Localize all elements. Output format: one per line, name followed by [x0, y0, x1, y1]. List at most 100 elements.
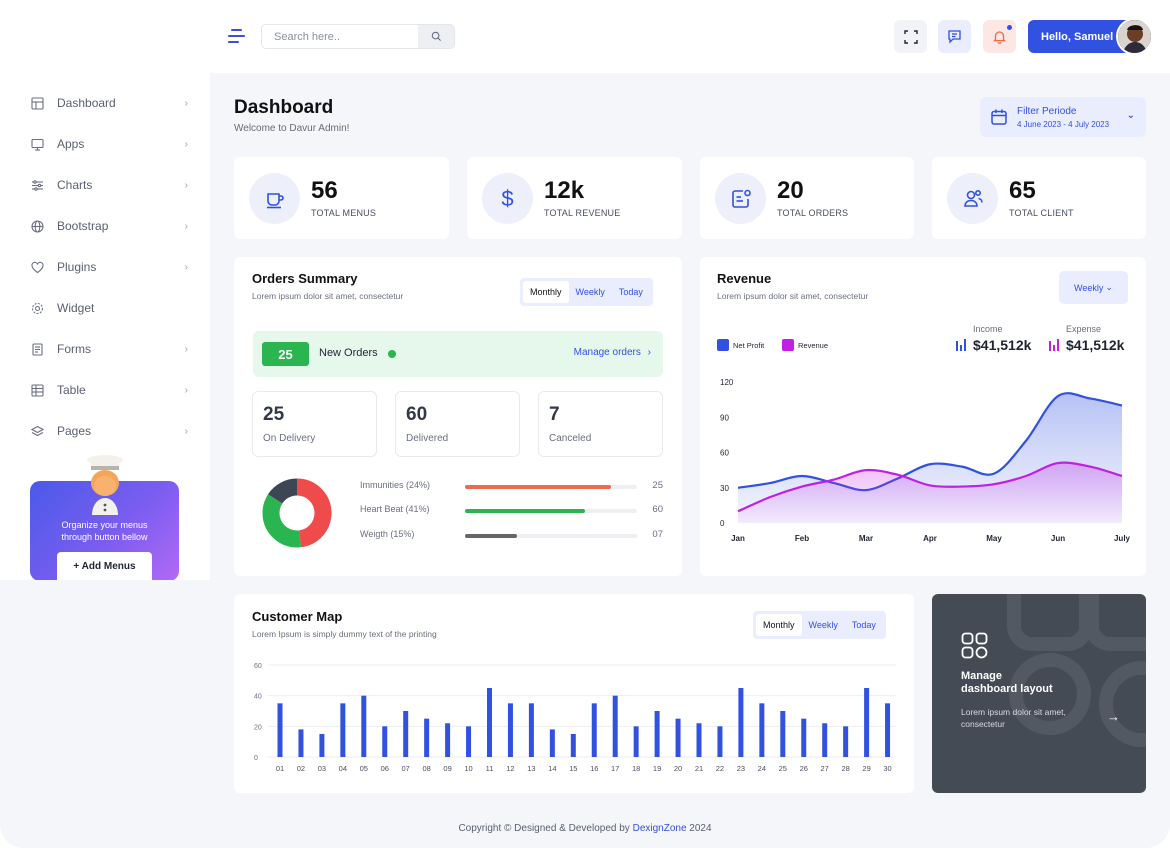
x-tick-label: 22: [716, 764, 724, 773]
search-input[interactable]: [262, 25, 419, 48]
title-line: Manage: [961, 670, 1002, 682]
revenue-area-chart: 0 30 60 90 120 Jan Feb Mar Apr May Jun July: [720, 378, 1131, 543]
y-tick-label: 0: [254, 755, 258, 762]
bar: [466, 726, 472, 757]
progress-value: 25: [652, 480, 663, 491]
bar: [654, 711, 660, 757]
messages-button[interactable]: [938, 20, 971, 53]
heart-icon: [30, 260, 44, 274]
customer-map-title: Customer Map: [252, 609, 343, 624]
x-tick-label: 21: [695, 764, 703, 773]
x-tick-label: 16: [590, 764, 598, 773]
tab-today[interactable]: Today: [851, 620, 876, 630]
tab-monthly[interactable]: Monthly: [756, 614, 802, 636]
bar: [717, 726, 723, 757]
fullscreen-button[interactable]: [894, 20, 927, 53]
sidebar-item-label: Bootstrap: [57, 219, 109, 233]
x-tick-label: 20: [674, 764, 682, 773]
x-tick-label: 28: [841, 764, 849, 773]
bar: [612, 695, 618, 757]
progress-track: [465, 509, 637, 513]
manage-orders-link[interactable]: Manage orders ›: [574, 347, 651, 358]
filter-dates: 4 June 2023 - 4 July 2023: [1017, 120, 1110, 129]
x-tick-label: Apr: [923, 534, 937, 543]
mini-value: 25: [263, 404, 285, 425]
sidebar-item-charts[interactable]: Charts ›: [30, 174, 188, 196]
x-tick-label: 29: [862, 764, 870, 773]
progress-label: Immunities (24%): [360, 480, 431, 490]
search-button[interactable]: [418, 25, 454, 48]
sidebar-item-forms[interactable]: Forms ›: [30, 338, 188, 360]
x-tick-label: 12: [506, 764, 514, 773]
sidebar-item-apps[interactable]: Apps ›: [30, 133, 188, 155]
stat-value: 56: [311, 177, 338, 204]
add-menus-button[interactable]: + Add Menus: [57, 552, 152, 581]
sidebar-item-dashboard[interactable]: Dashboard ›: [30, 92, 188, 114]
progress-value: 07: [652, 529, 663, 540]
mini-value: 7: [549, 404, 560, 425]
arrow-right-icon: →: [1107, 709, 1120, 724]
bar: [633, 726, 639, 757]
x-tick-label: 19: [653, 764, 661, 773]
orders-summary-tabs: Monthly Weekly Today: [520, 278, 653, 306]
filter-period-dropdown[interactable]: Filter Periode 4 June 2023 - 4 July 2023…: [980, 97, 1146, 137]
fullscreen-icon: [903, 29, 918, 44]
bar: [843, 726, 849, 757]
footer-brand-link[interactable]: DexignZone: [632, 823, 687, 834]
sidebar-item-plugins[interactable]: Plugins ›: [30, 256, 188, 278]
stat-value: 12k: [544, 177, 585, 204]
bar: [528, 703, 534, 757]
manage-layout-card[interactable]: Manage dashboard layout Lorem ipsum dolor…: [932, 594, 1146, 793]
sidebar-item-table[interactable]: Table ›: [30, 379, 188, 401]
chat-icon: [948, 30, 961, 44]
menu-toggle-icon[interactable]: [228, 28, 245, 44]
footer: Copyright © Designed & Developed by Dexi…: [0, 823, 1170, 834]
manage-layout-title: Manage dashboard layout: [961, 670, 1053, 696]
chevron-down-icon: ⌄: [1105, 282, 1113, 292]
tab-weekly[interactable]: Weekly: [808, 620, 838, 630]
bar: [780, 711, 786, 757]
tab-today[interactable]: Today: [618, 287, 643, 297]
delivered-box: 60 Delivered: [395, 391, 520, 457]
tab-weekly[interactable]: Weekly: [575, 287, 605, 297]
x-tick-label: 17: [611, 764, 619, 773]
chevron-down-icon: ⌄: [1126, 110, 1135, 121]
x-tick-label: May: [986, 534, 1002, 543]
new-orders-label: New Orders: [319, 347, 378, 359]
gear-icon: [30, 301, 44, 315]
y-tick-label: 120: [720, 378, 734, 387]
series-area: [738, 462, 1122, 523]
sidebar-item-pages[interactable]: Pages ›: [30, 420, 188, 442]
coffee-cup-icon: [249, 173, 300, 224]
bar: [319, 734, 325, 757]
progress-row-immunities: Immunities (24%) 25: [360, 480, 663, 494]
notifications-button[interactable]: [983, 20, 1016, 53]
orders-summary-subtitle: Lorem ipsum dolor sit amet, consectetur: [252, 291, 404, 301]
x-tick-label: Jan: [731, 534, 745, 543]
revenue-subtitle: Lorem ipsum dolor sit amet, consectetur: [717, 291, 869, 301]
x-tick-label: 11: [486, 764, 494, 773]
customer-map-tabs: Monthly Weekly Today: [753, 611, 886, 639]
expense-label: Expense: [1066, 324, 1102, 334]
stat-card-orders: 20 TOTAL ORDERS: [700, 157, 914, 239]
search-icon: [431, 31, 441, 42]
bar: [696, 723, 702, 757]
user-avatar[interactable]: [1116, 18, 1153, 55]
user-greeting-button[interactable]: Hello, Samuel: [1028, 20, 1126, 53]
new-orders-count: 25: [262, 342, 309, 366]
y-tick-label: 20: [254, 724, 262, 731]
x-tick-label: 24: [758, 764, 766, 773]
tab-monthly[interactable]: Monthly: [523, 281, 569, 303]
sidebar-item-label: Dashboard: [57, 96, 116, 110]
bar: [298, 729, 304, 757]
sidebar-item-bootstrap[interactable]: Bootstrap ›: [30, 215, 188, 237]
sidebar: Dashboard › Apps › Charts › Bootstrap › …: [0, 73, 210, 581]
chevron-right-icon: ›: [184, 261, 188, 273]
bar: [403, 711, 409, 757]
revenue-period-dropdown[interactable]: Weekly ⌄: [1059, 271, 1128, 304]
bar: [675, 718, 681, 757]
add-menus-promo: Organize your menus through button bello…: [30, 455, 179, 581]
stat-card-client: 65 TOTAL CLIENT: [932, 157, 1146, 239]
x-tick-label: 08: [422, 764, 430, 773]
sidebar-item-widget[interactable]: Widget: [30, 297, 188, 319]
